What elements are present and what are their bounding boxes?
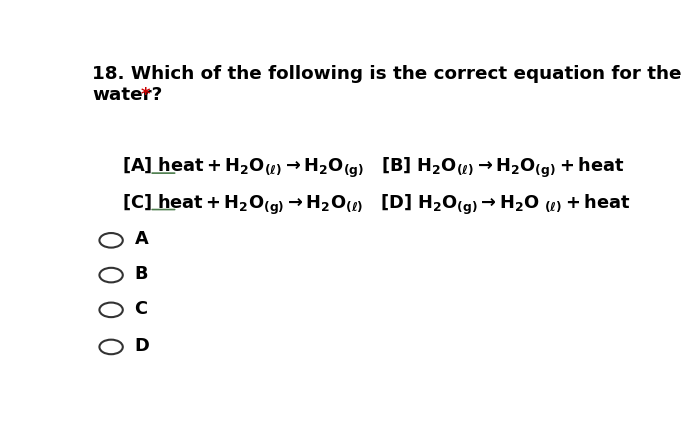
Text: 18. Which of the following is the correct equation for the condensation of: 18. Which of the following is the correc…: [92, 65, 685, 83]
Text: B: B: [134, 265, 148, 283]
Text: D: D: [134, 337, 149, 355]
Text: $\mathbf{[A]\ heat + H_2O_{(\ell)} \rightarrow H_2O_{(g)}\ \ \ [B]\ H_2O_{(\ell): $\mathbf{[A]\ heat + H_2O_{(\ell)} \righ…: [122, 156, 624, 180]
Text: water?: water?: [92, 86, 162, 104]
Text: C: C: [134, 300, 147, 318]
Text: $\mathbf{[C]\ heat + H_2O_{(g)} \rightarrow H_2O_{(\ell)}\ \ \ [D]\ H_2O_{(g)} \: $\mathbf{[C]\ heat + H_2O_{(g)} \rightar…: [122, 192, 630, 217]
Text: A: A: [134, 230, 148, 249]
Text: *: *: [141, 86, 150, 104]
